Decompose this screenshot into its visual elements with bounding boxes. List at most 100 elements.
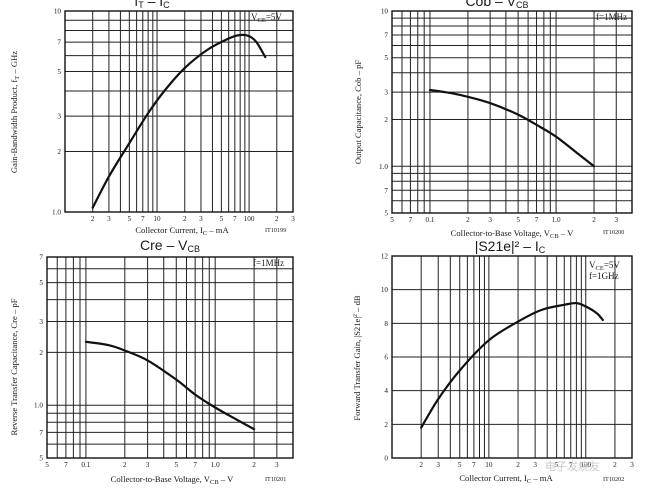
y-tick-label: 0 [384, 455, 388, 463]
x-tick-label: 3 [614, 216, 618, 224]
y-tick-label: 5 [384, 54, 388, 62]
condition-note: f=1MHz [596, 12, 627, 22]
plot-frame [64, 10, 294, 213]
x-axis-label: Collector-to-Base Voltage, VCB – V [111, 474, 234, 486]
x-tick-label: 7 [569, 461, 573, 469]
y-axis-label: Reverse Transfer Capacitance, Cre – pF [9, 298, 19, 435]
x-tick-label: 3 [533, 461, 537, 469]
chart-title: fT – IC [134, 0, 170, 10]
y-tick-label: 10 [381, 8, 389, 16]
x-tick-label: 5 [220, 215, 224, 223]
y-tick-label: 2 [57, 148, 61, 156]
y-tick-label: 5 [57, 68, 61, 76]
y-axis-label: Output Capacitance, Cob – pF [353, 60, 363, 165]
x-tick-label: 5 [516, 216, 520, 224]
series-curve [91, 33, 267, 209]
figure-code: IT10199 [265, 227, 286, 234]
y-tick-label: 7 [39, 429, 43, 437]
x-tick-label: 1.0 [552, 216, 561, 224]
x-tick-label: 1.0 [211, 461, 220, 469]
x-tick-label: 5 [390, 216, 394, 224]
x-tick-label: 7 [409, 216, 413, 224]
x-tick-label: 3 [488, 216, 492, 224]
y-tick-label: 1.0 [379, 163, 388, 171]
x-tick-label: 7 [64, 461, 68, 469]
y-tick-label: 1.0 [34, 402, 43, 410]
y-tick-label: 2 [39, 349, 43, 357]
x-tick-label: 2 [91, 215, 95, 223]
x-tick-label: 2 [613, 461, 617, 469]
y-tick-label: 5 [384, 210, 388, 218]
figure-code: IT10200 [603, 229, 624, 236]
x-tick-label: 3 [436, 461, 440, 469]
x-tick-label: 5 [128, 215, 132, 223]
y-tick-label: 7 [384, 32, 388, 40]
y-tick-label: 4 [384, 387, 388, 395]
y-tick-label: 3 [57, 113, 61, 121]
x-tick-label: 10 [153, 215, 161, 223]
y-tick-label: 5 [39, 455, 43, 463]
x-tick-label: 5 [174, 461, 178, 469]
x-tick-label: 7 [141, 215, 145, 223]
x-tick-label: 3 [630, 461, 634, 469]
figure-code: IT10202 [603, 476, 624, 483]
series-curve [420, 301, 604, 429]
x-tick-label: 0.1 [81, 461, 90, 469]
x-tick-label: 5 [555, 461, 559, 469]
x-tick-label: 2 [466, 216, 470, 224]
y-tick-label: 12 [381, 253, 389, 261]
plot-frame [391, 10, 633, 214]
x-tick-label: 5 [45, 461, 49, 469]
y-tick-label: 5 [39, 279, 43, 287]
condition-note: VCE=5V [251, 12, 282, 24]
y-tick-label: 2 [384, 421, 388, 429]
plot-frame [391, 255, 633, 459]
figure-code: IT10201 [265, 476, 286, 483]
x-tick-label: 3 [291, 215, 295, 223]
x-tick-label: 10 [485, 461, 493, 469]
condition-note: f=1MHz [253, 258, 284, 268]
x-tick-label: 7 [535, 216, 539, 224]
series-curve [84, 340, 256, 431]
x-tick-label: 2 [183, 215, 187, 223]
x-tick-label: 2 [592, 216, 596, 224]
watermark: 电子发烧友 [545, 459, 600, 473]
x-tick-label: 2 [123, 461, 127, 469]
y-tick-label: 7 [57, 39, 61, 47]
x-tick-label: 3 [275, 461, 279, 469]
condition-note-2: f=1GHz [589, 271, 619, 281]
y-tick-label: 7 [384, 187, 388, 195]
series-curve [428, 88, 596, 168]
x-tick-label: 5 [458, 461, 462, 469]
chart-cre-vs-vcb: Cre – VCB 5 7 0.1 2 3 5 7 1.0 2 3 5 7 1.0 2 3 5 7 f=1MHz… [9, 237, 294, 486]
x-tick-label: 100 [580, 461, 591, 469]
x-tick-label: 2 [516, 461, 520, 469]
x-tick-label: 2 [252, 461, 256, 469]
x-tick-label: 7 [472, 461, 476, 469]
y-tick-label: 3 [384, 89, 388, 97]
chart-title: |S21e|² – IC [475, 238, 546, 255]
y-tick-label: 3 [39, 318, 43, 326]
y-tick-label: 1.0 [52, 209, 61, 217]
x-tick-label: 100 [244, 215, 255, 223]
x-tick-label: 2 [275, 215, 279, 223]
plot-frame [46, 256, 294, 459]
x-tick-label: 3 [146, 461, 150, 469]
x-axis-label: Collector Current, IC – mA [459, 473, 553, 485]
y-tick-label: 6 [384, 354, 388, 362]
x-tick-label: 3 [107, 215, 111, 223]
x-axis-label: Collector-to-Base Voltage, VCB – V [451, 228, 574, 240]
x-tick-label: 7 [193, 461, 197, 469]
x-axis-label: Collector Current, IC – mA [135, 225, 229, 237]
y-tick-label: 7 [39, 254, 43, 262]
chart-title: Cre – VCB [140, 237, 200, 254]
y-tick-label: 2 [384, 116, 388, 124]
x-tick-label: 7 [233, 215, 237, 223]
y-tick-label: 10 [381, 286, 389, 294]
y-tick-label: 8 [384, 320, 388, 328]
x-tick-label: 3 [199, 215, 203, 223]
y-tick-label: 10 [54, 8, 62, 16]
